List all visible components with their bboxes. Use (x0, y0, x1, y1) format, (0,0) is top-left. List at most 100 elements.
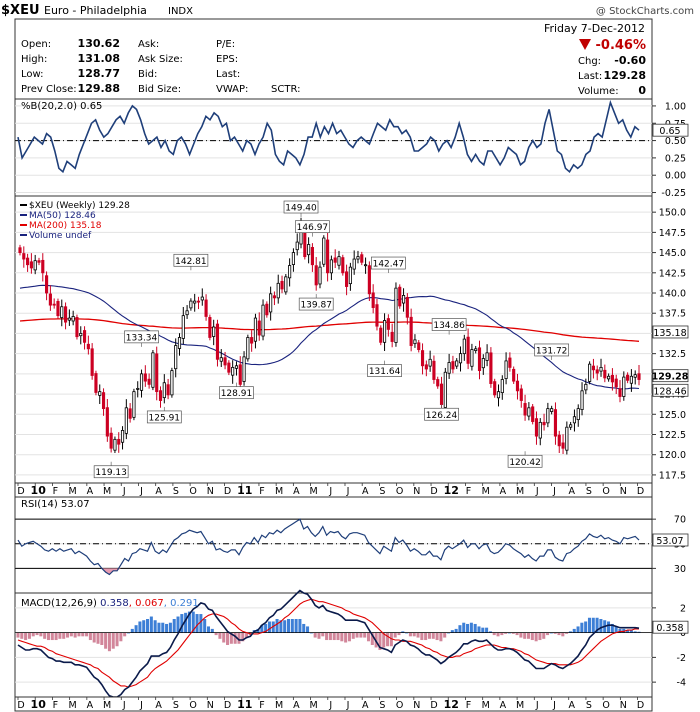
rsi-tick-label: 30 (674, 564, 686, 575)
price-annotation-box (371, 256, 406, 270)
candle-down (531, 406, 535, 422)
macd-histogram-negative (88, 632, 92, 641)
legend-entry: MA(50) 128.46 (29, 211, 96, 221)
x-axis-label: 10 (31, 484, 47, 497)
x-axis-label: D (224, 700, 231, 711)
candle-up (550, 408, 554, 412)
ma50-last-text: 128.46 (653, 386, 686, 397)
candle-down (409, 316, 413, 346)
candle-down (386, 318, 390, 330)
candle-up (565, 426, 569, 451)
macd-histogram-negative (351, 632, 355, 639)
macd-histogram-negative (218, 632, 222, 639)
price-last-text: 129.28 (652, 372, 689, 383)
x-axis-label: S (586, 700, 592, 711)
macd-histogram-negative (85, 632, 89, 637)
percent-b-tick-label: 0.25 (665, 153, 686, 164)
symbol-label: $XEU (1, 3, 40, 18)
quote-date: Friday 7-Dec-2012 (544, 22, 645, 35)
x-axis-label: J (139, 700, 143, 711)
candle-up (576, 408, 580, 421)
x-axis-label: J (346, 700, 350, 711)
price-annotation-box (367, 364, 402, 377)
rsi-oversold-fill (101, 568, 121, 575)
candle-up (481, 358, 485, 369)
candle-down (553, 409, 558, 437)
x-axis-frame (14, 696, 653, 712)
candle-down (227, 362, 231, 373)
candle-down (618, 388, 622, 397)
stat-label: Ask Size: (138, 54, 183, 65)
macd-histogram-negative (241, 632, 245, 642)
instrument-name: Euro - Philadelphia (44, 4, 147, 17)
stat-label: Prev Close: (21, 84, 77, 95)
macd-histogram-negative (355, 632, 359, 638)
macd-histogram-negative (500, 632, 504, 636)
price-annotation-box (146, 410, 182, 424)
candle-up (318, 266, 322, 285)
macd-histogram-negative (538, 632, 542, 641)
candle-down (561, 442, 565, 449)
candle-down (326, 239, 330, 274)
price-annotation-label: 139.87 (300, 301, 332, 311)
x-axis-label: N (413, 486, 420, 497)
candle-down (86, 343, 90, 350)
candle-down (143, 373, 147, 382)
macd-histogram-negative (427, 632, 431, 639)
x-axis-label: M (482, 486, 490, 497)
price-last-box (652, 369, 689, 383)
stat-label: EPS: (216, 54, 238, 65)
candle-down (439, 383, 444, 405)
x-axis-label: D (430, 486, 437, 497)
percent-b-tick-label: 0.00 (665, 171, 686, 182)
macd-histogram-negative (408, 632, 412, 637)
candle-down (523, 403, 527, 416)
macd-histogram-positive (473, 623, 477, 633)
macd-histogram-negative (565, 632, 569, 634)
x-axis-label: O (396, 486, 403, 497)
candle-up (261, 304, 265, 337)
candle-up (132, 391, 136, 418)
candle-up (496, 391, 501, 399)
x-axis-label: J (346, 486, 350, 497)
macd-histogram-positive (260, 625, 264, 633)
macd-histogram-negative (542, 632, 546, 639)
x-axis-label: A (155, 486, 162, 497)
macd-histogram-negative (50, 632, 54, 641)
percent-b-last-text: 0.65 (659, 126, 680, 137)
price-annotation-box (534, 343, 570, 357)
candle-up (291, 252, 295, 265)
macd-histogram-positive (607, 621, 611, 633)
macd-histogram-positive (458, 625, 462, 633)
price-annotation-label: 149.40 (285, 204, 317, 214)
macd-histogram-negative (397, 632, 401, 636)
candle-up (443, 371, 447, 408)
macd-histogram-positive (294, 619, 298, 633)
macd-label: MACD(12,26,9) 0.358, 0.067, 0.291 (21, 598, 199, 609)
candle-up (67, 317, 71, 321)
x-axis-label: F (53, 486, 58, 497)
x-axis-label: D (637, 700, 644, 711)
macd-histogram-negative (69, 632, 73, 637)
percent-b-tick-label: 1.00 (665, 101, 686, 112)
candle-down (117, 438, 121, 445)
macd-histogram-positive (203, 619, 207, 633)
macd-histogram-positive (286, 619, 291, 633)
candle-down (420, 350, 425, 367)
candle-up (500, 379, 504, 394)
macd-histogram-positive (629, 630, 633, 633)
macd-tick-label: 2 (680, 603, 686, 614)
candle-up (352, 258, 356, 270)
candle-down (82, 330, 87, 343)
candle-up (193, 300, 197, 304)
candle-up (569, 424, 573, 428)
candle-down (196, 300, 201, 303)
candle-up (337, 256, 341, 266)
macd-histogram-negative (382, 632, 386, 648)
macd-histogram-negative (546, 632, 550, 636)
candle-down (64, 306, 68, 323)
candle-up (527, 407, 531, 417)
x-axis-label: M (275, 486, 283, 497)
